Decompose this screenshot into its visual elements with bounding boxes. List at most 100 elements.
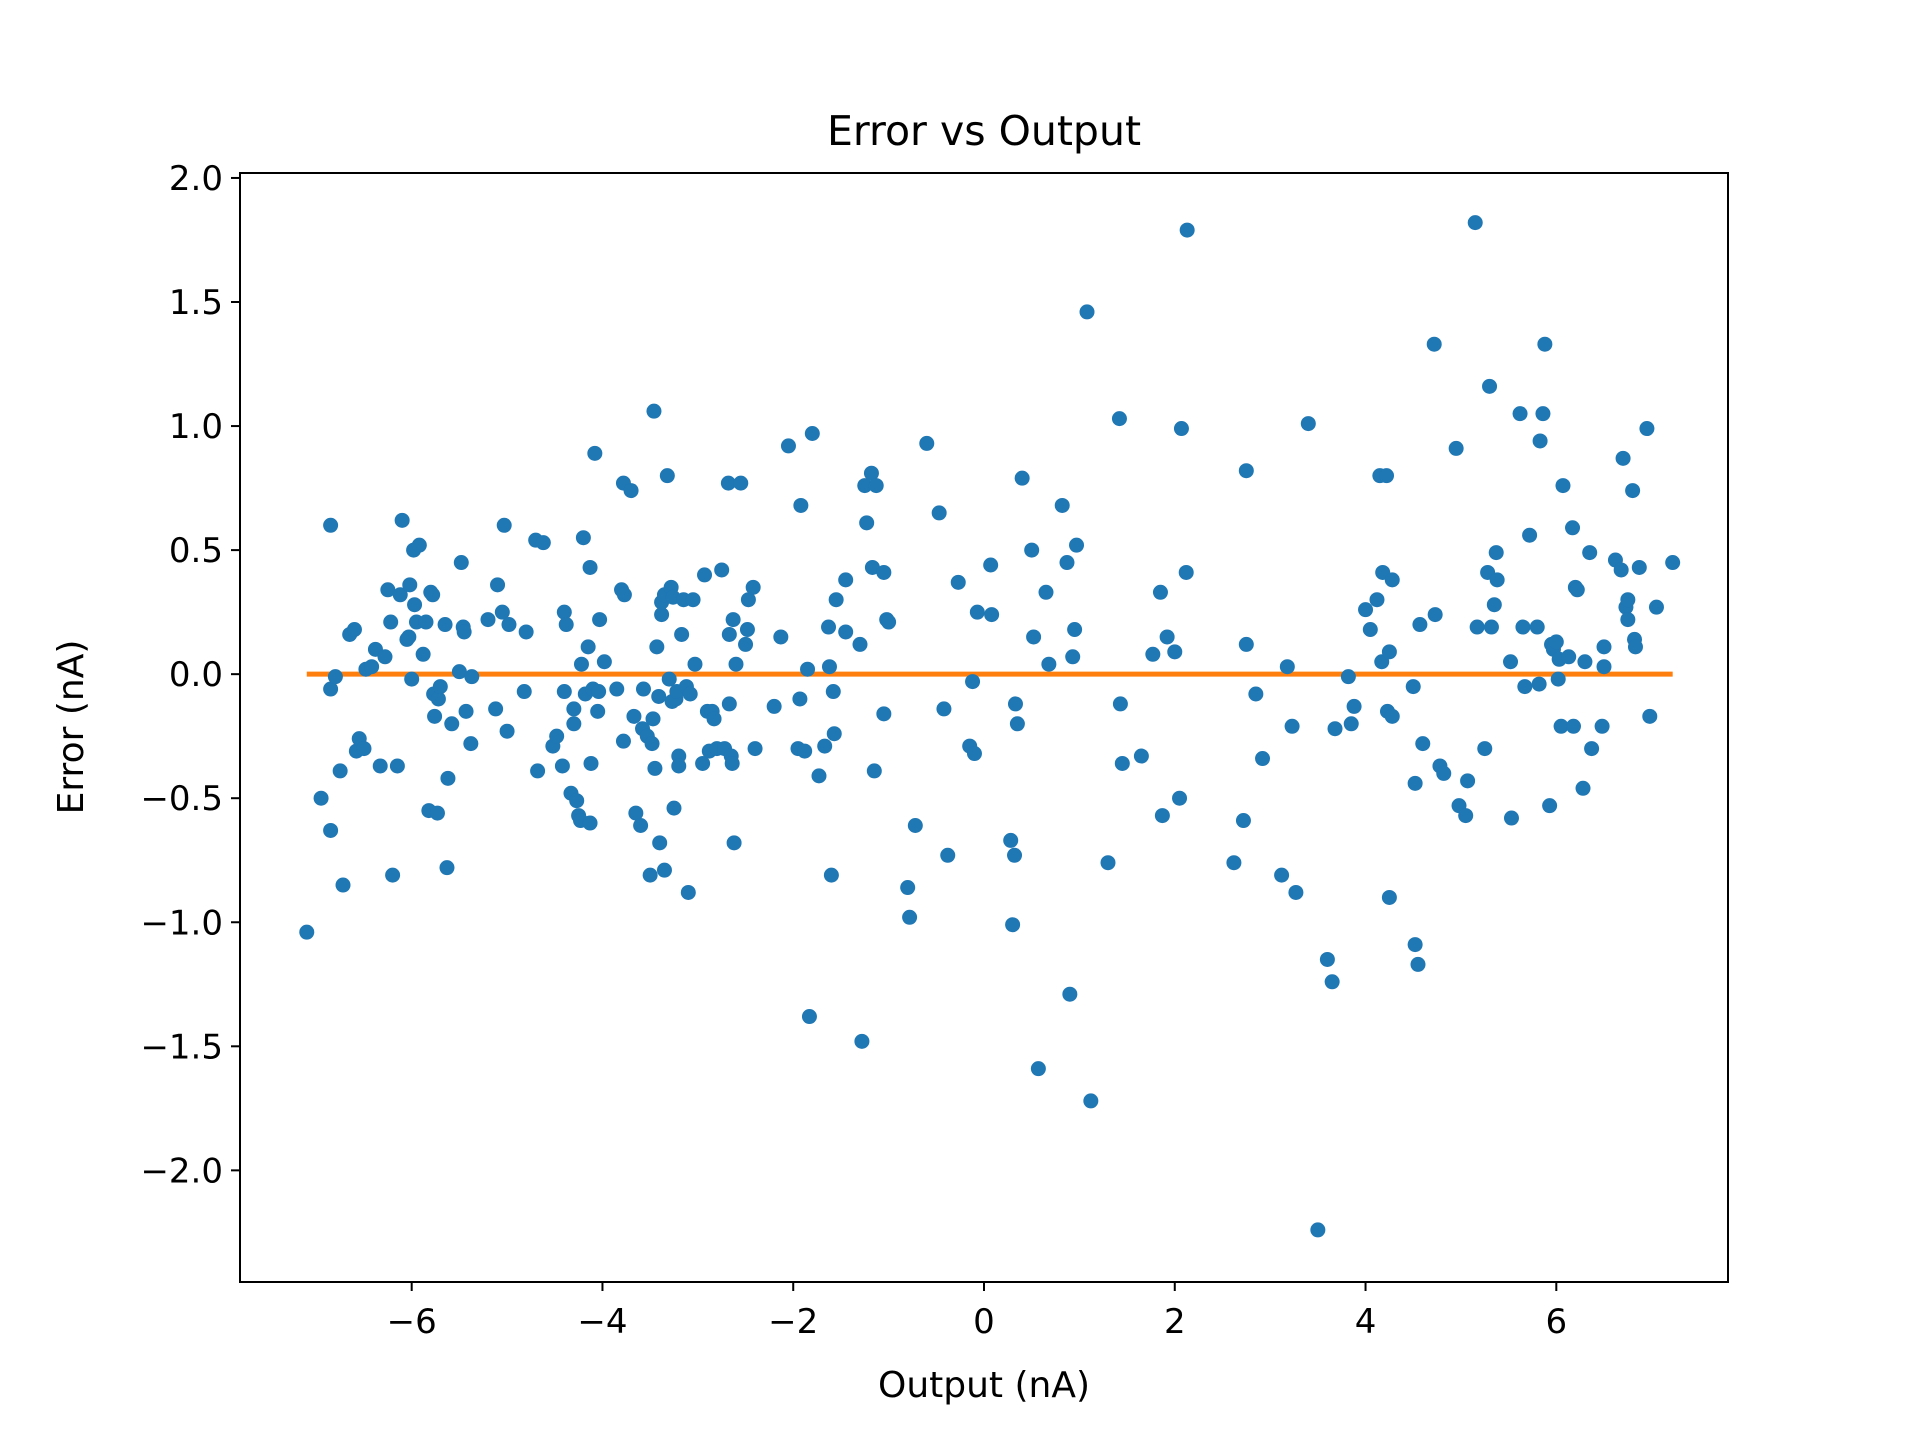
scatter-point bbox=[554, 758, 570, 774]
y-tick-label: −1.5 bbox=[140, 1027, 223, 1067]
scatter-point bbox=[1014, 470, 1030, 486]
scatter-point bbox=[1532, 433, 1548, 449]
scatter-point bbox=[299, 924, 315, 940]
scatter-point bbox=[1489, 572, 1505, 588]
scatter-point bbox=[1369, 592, 1385, 608]
scatter-point bbox=[823, 867, 839, 883]
scatter-point bbox=[1467, 215, 1483, 231]
scatter-point bbox=[659, 468, 675, 484]
scatter-point bbox=[1145, 646, 1161, 662]
scatter-point bbox=[451, 664, 467, 680]
scatter-point bbox=[651, 688, 667, 704]
scatter-point bbox=[411, 537, 427, 553]
scatter-point bbox=[573, 656, 589, 672]
scatter-point bbox=[616, 587, 632, 603]
scatter-point bbox=[902, 909, 918, 925]
scatter-point bbox=[1114, 755, 1130, 771]
scatter-point bbox=[488, 701, 504, 717]
scatter-point bbox=[969, 604, 985, 620]
scatter-point bbox=[1486, 597, 1502, 613]
scatter-point bbox=[494, 604, 510, 620]
scatter-point bbox=[1007, 696, 1023, 712]
scatter-point bbox=[793, 497, 809, 513]
scatter-point bbox=[1324, 974, 1340, 990]
y-axis-label: Error (nA) bbox=[51, 640, 92, 815]
scatter-point bbox=[940, 847, 956, 863]
scatter-point bbox=[1054, 497, 1070, 513]
scatter-point bbox=[821, 619, 837, 635]
scatter-point bbox=[458, 703, 474, 719]
chart-title: Error vs Output bbox=[827, 107, 1141, 155]
scatter-point bbox=[372, 758, 388, 774]
x-tick-label: −6 bbox=[387, 1302, 437, 1342]
scatter-point bbox=[1069, 537, 1085, 553]
scatter-point bbox=[1620, 592, 1636, 608]
scatter-point bbox=[1648, 599, 1664, 615]
scatter-point bbox=[811, 768, 827, 784]
scatter-point bbox=[1279, 659, 1295, 675]
scatter-point bbox=[609, 681, 625, 697]
scatter-point bbox=[706, 711, 722, 727]
scatter-point bbox=[797, 743, 813, 759]
scatter-point bbox=[1565, 718, 1581, 734]
scatter-point bbox=[1079, 304, 1095, 320]
scatter-point bbox=[635, 681, 651, 697]
scatter-point bbox=[695, 755, 711, 771]
scatter-point bbox=[868, 478, 884, 494]
scatter-point bbox=[1358, 602, 1374, 618]
scatter-point bbox=[687, 656, 703, 672]
scatter-point bbox=[1005, 917, 1021, 933]
scatter-point bbox=[1555, 478, 1571, 494]
scatter-point bbox=[1343, 716, 1359, 732]
scatter-point bbox=[1627, 639, 1643, 655]
scatter-point bbox=[1173, 421, 1189, 437]
scatter-point bbox=[490, 577, 506, 593]
y-tick-label: −2.0 bbox=[140, 1151, 223, 1191]
scatter-point bbox=[738, 636, 754, 652]
scatter-point bbox=[580, 639, 596, 655]
scatter-point bbox=[644, 736, 660, 752]
scatter-point bbox=[569, 793, 585, 809]
scatter-point bbox=[724, 755, 740, 771]
scatter-point bbox=[854, 1033, 870, 1049]
x-axis-label: Output (nA) bbox=[878, 1365, 1090, 1406]
x-tick-label: −4 bbox=[577, 1302, 627, 1342]
scatter-point bbox=[680, 884, 696, 900]
scatter-point bbox=[439, 860, 455, 876]
scatter-point bbox=[1625, 483, 1641, 499]
scatter-point bbox=[1561, 649, 1577, 665]
scatter-point bbox=[496, 517, 512, 533]
scatter-point bbox=[950, 574, 966, 590]
scatter-point bbox=[1542, 798, 1558, 814]
scatter-point bbox=[661, 671, 677, 687]
scatter-point bbox=[1041, 656, 1057, 672]
x-axis: −6 −4 −2 0 2 4 6 bbox=[387, 1282, 1567, 1342]
scatter-point bbox=[720, 475, 736, 491]
scatter-point bbox=[645, 711, 661, 727]
y-tick-label: −1.0 bbox=[140, 903, 223, 943]
scatter-point bbox=[863, 465, 879, 481]
scatter-point bbox=[389, 758, 405, 774]
y-tick-label: 1.0 bbox=[169, 407, 223, 447]
scatter-point bbox=[463, 736, 479, 752]
scatter-point bbox=[1448, 440, 1464, 456]
scatter-point bbox=[1517, 679, 1533, 695]
scatter-point bbox=[919, 435, 935, 451]
scatter-point bbox=[380, 582, 396, 598]
scatter-point bbox=[1284, 718, 1300, 734]
scatter-point bbox=[356, 741, 372, 757]
scatter-point bbox=[566, 701, 582, 717]
scatter-point bbox=[583, 755, 599, 771]
scatter-point bbox=[1405, 679, 1421, 695]
scatter-point bbox=[415, 646, 431, 662]
scatter-point bbox=[859, 515, 875, 531]
scatter-point bbox=[430, 691, 446, 707]
scatter-point bbox=[516, 684, 532, 700]
scatter-point bbox=[966, 746, 982, 762]
scatter-point bbox=[1412, 617, 1428, 633]
scatter-point bbox=[666, 800, 682, 816]
x-tick-label: 2 bbox=[1164, 1302, 1186, 1342]
y-tick-label: 2.0 bbox=[169, 159, 223, 199]
scatter-point bbox=[1615, 450, 1631, 466]
